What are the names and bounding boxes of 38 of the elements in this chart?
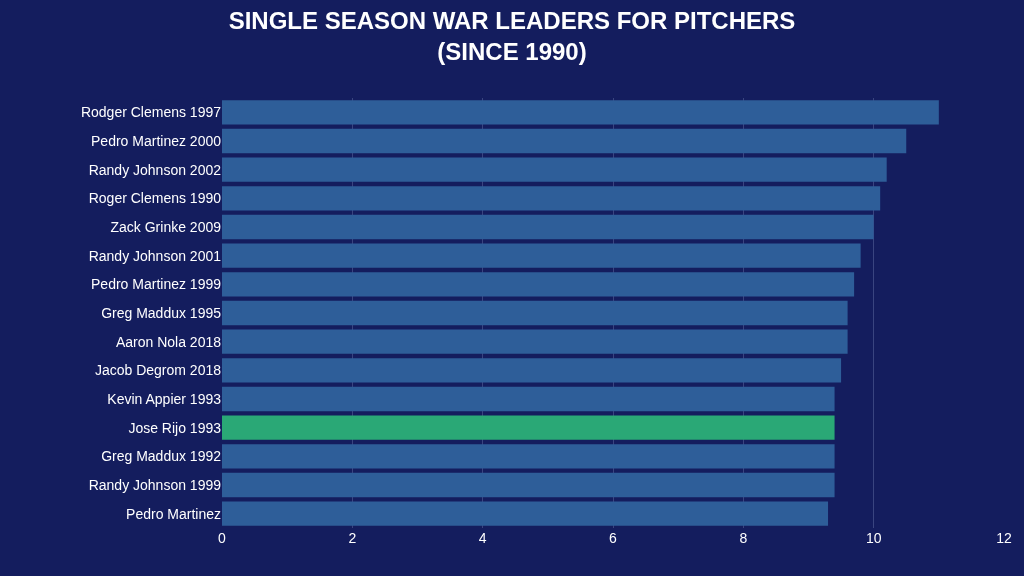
bar — [222, 415, 835, 440]
y-tick-label: Randy Johnson 2001 — [88, 247, 222, 264]
bar — [222, 501, 829, 526]
y-tick-label: Jacob Degrom 2018 — [94, 362, 222, 379]
y-tick-label: Roger Clemens 1990 — [88, 190, 222, 207]
y-tick-label: Greg Maddux 1995 — [101, 304, 222, 321]
bar — [222, 157, 887, 182]
bar — [222, 329, 848, 354]
y-tick-label: Pedro Martinez 1999 — [91, 276, 222, 293]
x-tick-label: 8 — [739, 530, 748, 546]
bar — [222, 358, 842, 383]
y-tick-label: Aaron Nola 2018 — [115, 333, 222, 350]
x-tick-label: 12 — [996, 530, 1012, 546]
bar — [222, 214, 874, 240]
x-tick-label: 10 — [865, 530, 882, 546]
y-tick-label: Pedro Martinez — [126, 505, 221, 522]
bar — [222, 472, 835, 498]
bar — [222, 186, 881, 211]
x-tick-label: 2 — [348, 530, 357, 546]
bar — [222, 272, 855, 297]
bar — [222, 100, 939, 125]
x-tick-label: 0 — [218, 530, 227, 546]
chart-title: SINGLE SEASON WAR LEADERS FOR PITCHERS (SINCE 1990) — [228, 6, 796, 65]
y-tick-label: Randy Johnson 1999 — [88, 476, 222, 493]
y-tick-label: Rodger Clemens 1997 — [80, 104, 222, 121]
y-tick-label: Pedro Martinez 2000 — [91, 132, 222, 149]
y-tick-label: Zack Grinke 2009 — [110, 218, 222, 235]
y-tick-label: Greg Maddux 1992 — [101, 448, 222, 465]
bar — [222, 386, 835, 412]
x-tick-label: 4 — [478, 530, 487, 546]
y-tick-label: Jose Rijo 1993 — [128, 419, 222, 436]
bar — [222, 300, 848, 326]
y-tick-label: Kevin Appier 1993 — [107, 390, 222, 407]
bar — [222, 128, 907, 154]
y-tick-label: Randy Johnson 2002 — [88, 161, 222, 178]
bar — [222, 243, 861, 268]
x-tick-label: 6 — [609, 530, 618, 546]
bar — [222, 444, 835, 469]
